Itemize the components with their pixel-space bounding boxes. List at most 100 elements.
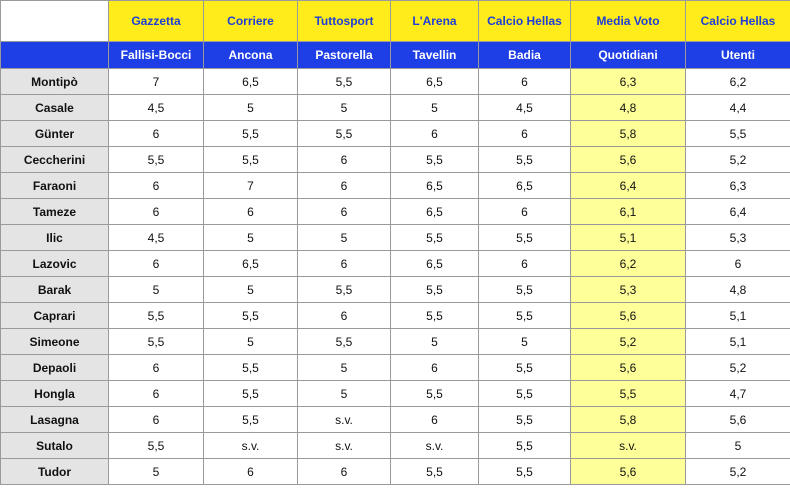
- rating-cell: 6: [108, 172, 204, 199]
- rating-cell: 6: [108, 380, 204, 407]
- rating-cell: 5,5: [203, 302, 298, 329]
- player-row: Lasagna 6 5,5 s.v. 6 5,5 5,8 5,6: [0, 406, 790, 433]
- rating-cell: 5,1: [685, 328, 790, 355]
- rating-cell: 5,5: [203, 354, 298, 381]
- rating-cell: 5: [203, 328, 298, 355]
- rating-cell: 5,3: [570, 276, 686, 303]
- author-header: Pastorella: [297, 41, 391, 69]
- rating-cell: 5: [390, 94, 479, 121]
- rating-cell: 5,5: [478, 458, 571, 485]
- player-row: Hongla 6 5,5 5 5,5 5,5 5,5 4,7: [0, 380, 790, 407]
- rating-cell: 5: [297, 224, 391, 251]
- rating-cell: 5,5: [108, 302, 204, 329]
- rating-cell: 5,5: [297, 68, 391, 95]
- player-row: Montipò 7 6,5 5,5 6,5 6 6,3 6,2: [0, 68, 790, 95]
- rating-cell: 5,2: [685, 354, 790, 381]
- rating-cell: 6,5: [203, 68, 298, 95]
- author-header: Badia: [478, 41, 571, 69]
- rating-cell: 6: [390, 406, 479, 433]
- source-header: Calcio Hellas: [478, 0, 571, 42]
- rating-cell: 6: [390, 120, 479, 147]
- rating-cell: 6,5: [390, 250, 479, 277]
- rating-cell: 5,5: [203, 146, 298, 173]
- rating-cell: 6: [390, 354, 479, 381]
- rating-cell: 5,2: [570, 328, 686, 355]
- rating-cell: 5,1: [685, 302, 790, 329]
- rating-cell: 6,5: [390, 68, 479, 95]
- rating-cell: 5,5: [297, 276, 391, 303]
- rating-cell: 5,2: [685, 458, 790, 485]
- player-name: Caprari: [0, 302, 109, 329]
- rating-cell: 5,5: [478, 432, 571, 459]
- author-header: Tavellin: [390, 41, 479, 69]
- rating-cell: 5,5: [297, 328, 391, 355]
- player-name: Depaoli: [0, 354, 109, 381]
- rating-cell: 6: [108, 120, 204, 147]
- rating-cell: 4,8: [685, 276, 790, 303]
- rating-cell: 5,5: [108, 146, 204, 173]
- rating-cell: 5,5: [203, 120, 298, 147]
- rating-cell: 6: [478, 198, 571, 225]
- rating-cell: 5: [203, 94, 298, 121]
- rating-cell: 5,5: [685, 120, 790, 147]
- rating-cell: 5,8: [570, 120, 686, 147]
- rating-cell: 5,5: [390, 302, 479, 329]
- player-row: Lazovic 6 6,5 6 6,5 6 6,2 6: [0, 250, 790, 277]
- player-name: Ceccherini: [0, 146, 109, 173]
- player-name: Montipò: [0, 68, 109, 95]
- player-row: Simeone 5,5 5 5,5 5 5 5,2 5,1: [0, 328, 790, 355]
- rating-cell: 5,5: [478, 224, 571, 251]
- rating-cell: 5: [297, 94, 391, 121]
- rating-cell: 5,5: [478, 276, 571, 303]
- rating-cell: 5,5: [108, 328, 204, 355]
- player-row: Tudor 5 6 6 5,5 5,5 5,6 5,2: [0, 458, 790, 485]
- rating-cell: 5,5: [203, 406, 298, 433]
- player-row: Casale 4,5 5 5 5 4,5 4,8 4,4: [0, 94, 790, 121]
- rating-cell: 6: [203, 198, 298, 225]
- player-name: Simeone: [0, 328, 109, 355]
- rating-cell: 5,6: [570, 354, 686, 381]
- source-header: Corriere: [203, 0, 298, 42]
- author-header: Ancona: [203, 41, 298, 69]
- rating-cell: 5,5: [203, 380, 298, 407]
- player-row: Barak 5 5 5,5 5,5 5,5 5,3 4,8: [0, 276, 790, 303]
- player-name: Tudor: [0, 458, 109, 485]
- rating-cell: 5,5: [390, 276, 479, 303]
- rating-cell: 5,5: [390, 380, 479, 407]
- rating-cell: 6,2: [685, 68, 790, 95]
- rating-cell: 6: [478, 250, 571, 277]
- rating-cell: 6,1: [570, 198, 686, 225]
- rating-cell: 5,6: [570, 458, 686, 485]
- rating-cell: s.v.: [570, 432, 686, 459]
- rating-cell: s.v.: [297, 432, 391, 459]
- rating-cell: 4,8: [570, 94, 686, 121]
- rating-cell: 5,5: [390, 458, 479, 485]
- rating-cell: 5: [297, 354, 391, 381]
- player-row: Caprari 5,5 5,5 6 5,5 5,5 5,6 5,1: [0, 302, 790, 329]
- rating-cell: 6: [297, 250, 391, 277]
- rating-cell: 7: [108, 68, 204, 95]
- rating-cell: 6,3: [570, 68, 686, 95]
- player-row: Tameze 6 6 6 6,5 6 6,1 6,4: [0, 198, 790, 225]
- rating-cell: 6: [297, 146, 391, 173]
- rating-cell: 6: [297, 458, 391, 485]
- author-header: Quotidiani: [570, 41, 686, 69]
- rating-cell: 6: [108, 198, 204, 225]
- rating-cell: 5,5: [478, 406, 571, 433]
- rating-cell: 5: [390, 328, 479, 355]
- rating-cell: 5,8: [570, 406, 686, 433]
- rating-cell: 6,4: [570, 172, 686, 199]
- rating-cell: 5,5: [390, 224, 479, 251]
- rating-cell: 5,2: [685, 146, 790, 173]
- rating-cell: 6,5: [390, 172, 479, 199]
- source-header: L'Arena: [390, 0, 479, 42]
- source-header: Tuttosport: [297, 0, 391, 42]
- rating-cell: 5: [478, 328, 571, 355]
- rating-cell: 4,5: [478, 94, 571, 121]
- rating-cell: 4,5: [108, 94, 204, 121]
- rating-cell: 4,7: [685, 380, 790, 407]
- rating-cell: 5,6: [570, 302, 686, 329]
- empty-cell: [0, 0, 109, 42]
